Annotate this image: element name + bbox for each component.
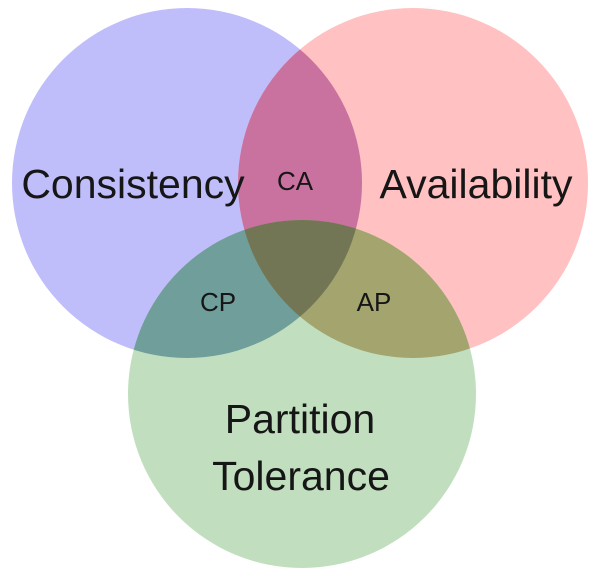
availability-label: Availability bbox=[380, 161, 573, 207]
ap-overlap-label: AP bbox=[357, 287, 392, 317]
cp-overlap-label: CP bbox=[200, 287, 236, 317]
partition-label-line1: Partition bbox=[225, 396, 375, 442]
cp-overlap-region bbox=[128, 220, 362, 358]
consistency-label: Consistency bbox=[21, 161, 245, 207]
ca-overlap-label: CA bbox=[277, 166, 314, 196]
ap-overlap-region bbox=[238, 220, 476, 358]
partition-label-line2: Tolerance bbox=[212, 453, 390, 499]
